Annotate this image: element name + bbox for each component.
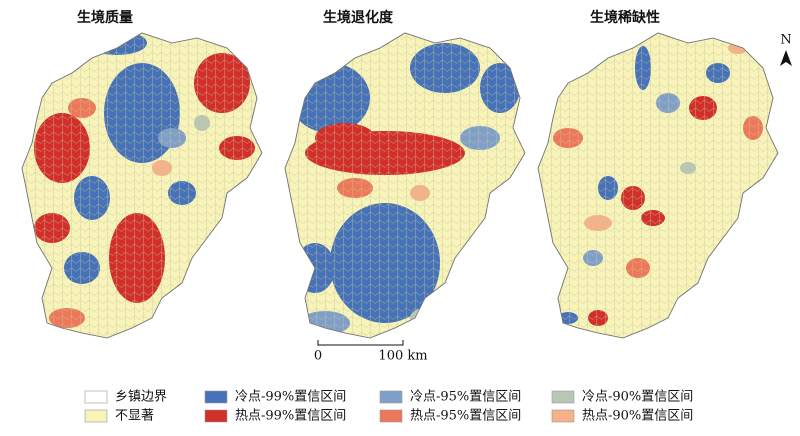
legend-swatch xyxy=(379,390,403,404)
scale-bar: 0 100 km xyxy=(314,340,428,364)
cluster-area xyxy=(546,70,570,86)
legend-label: 冷点-95%置信区间 xyxy=(410,390,521,405)
map-degradation xyxy=(284,32,526,339)
legend: 乡镇边界不显著冷点-99%置信区间热点-99%置信区间冷点-95%置信区间热点-… xyxy=(84,390,693,424)
panel-title: 生境稀缺性 xyxy=(590,9,660,26)
legend-swatch xyxy=(84,390,108,404)
scale-end: 100 km xyxy=(378,349,427,364)
legend-swatch xyxy=(379,409,403,423)
panel-title: 生境质量 xyxy=(77,9,133,26)
north-label: N xyxy=(780,33,791,48)
legend-label: 热点-90%置信区间 xyxy=(582,409,693,424)
legend-swatch xyxy=(551,390,575,404)
panel-title: 生境退化度 xyxy=(323,9,394,26)
legend-swatch xyxy=(204,390,228,404)
legend-swatch xyxy=(551,409,575,423)
scale-start: 0 xyxy=(314,349,322,364)
north-arrow: N xyxy=(780,33,792,66)
legend-label: 冷点-90%置信区间 xyxy=(582,390,693,405)
map-scarcity xyxy=(537,32,779,339)
legend-label: 热点-95%置信区间 xyxy=(410,409,521,424)
legend-label: 不显著 xyxy=(115,409,154,424)
map-quality xyxy=(21,32,263,339)
legend-label: 热点-99%置信区间 xyxy=(235,409,346,424)
legend-label: 冷点-99%置信区间 xyxy=(235,390,346,405)
legend-swatch xyxy=(84,409,108,423)
legend-label: 乡镇边界 xyxy=(115,390,167,405)
legend-swatch xyxy=(204,409,228,423)
